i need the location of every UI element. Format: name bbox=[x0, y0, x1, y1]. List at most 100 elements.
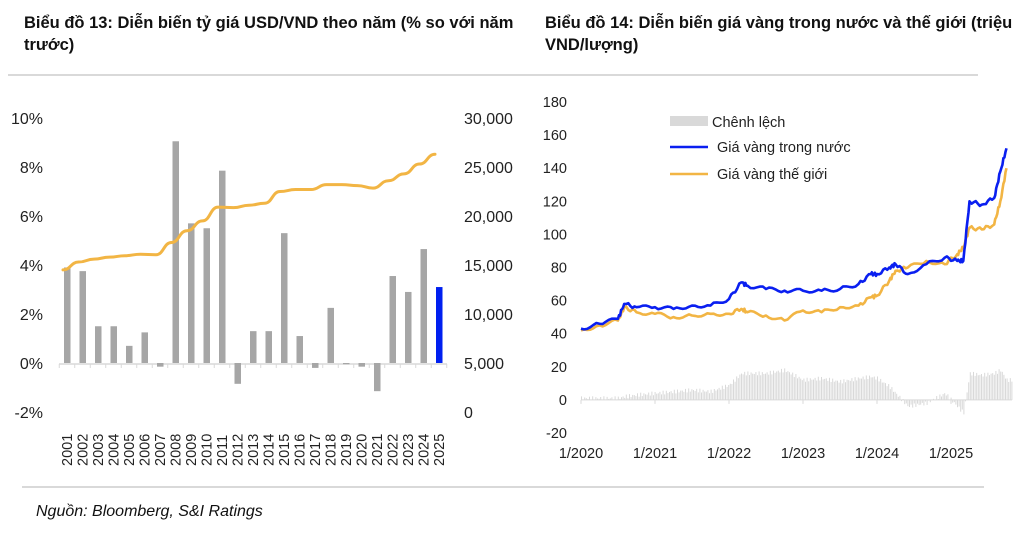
chart14-spread-bar bbox=[990, 373, 992, 400]
chart14-spread-bar bbox=[1003, 374, 1005, 400]
chart14-spread-bar bbox=[747, 371, 749, 400]
chart14-spread-bar bbox=[989, 375, 990, 400]
chart13-bar-2015 bbox=[281, 233, 288, 363]
chart14-spread-bar bbox=[592, 396, 594, 400]
chart14-spread-bar bbox=[717, 389, 718, 400]
chart13-right-tick-label: 30,000 bbox=[464, 111, 513, 128]
chart14-spread-bar bbox=[621, 397, 622, 400]
chart14-spread-bar bbox=[667, 393, 669, 400]
chart14-spread-bar bbox=[750, 372, 752, 400]
chart13-bar-2025 bbox=[436, 287, 443, 363]
chart14-spread-bar bbox=[979, 374, 981, 400]
chart14-title: Biểu đồ 14: Diễn biến giá vàng trong nướ… bbox=[545, 14, 1013, 54]
chart14-spread-bar bbox=[715, 390, 717, 400]
chart13-bar-2003 bbox=[95, 326, 102, 363]
chart14-spread-bar bbox=[915, 399, 917, 407]
chart14-spread-bar bbox=[645, 394, 646, 400]
chart14-spread-bar bbox=[709, 393, 710, 400]
chart14-spread-bar bbox=[830, 381, 832, 400]
chart13-bar-2021 bbox=[374, 363, 381, 392]
chart14-spread-bar bbox=[801, 380, 803, 400]
chart14-spread-bar bbox=[776, 371, 778, 400]
chart14-spread-bar bbox=[793, 377, 795, 400]
chart14-spread-bar bbox=[933, 398, 934, 400]
chart14-spread-bar bbox=[875, 379, 877, 400]
chart14-spread-bar bbox=[859, 378, 861, 400]
chart14-y-tick-label: 20 bbox=[551, 360, 567, 376]
chart14-spread-bar bbox=[720, 389, 722, 400]
chart14-spread-bar bbox=[697, 392, 699, 400]
chart13-bar-2014 bbox=[265, 331, 272, 363]
chart14-spread-bar bbox=[945, 395, 947, 400]
chart14-spread-bar bbox=[640, 392, 642, 400]
chart14-spread-bar bbox=[835, 380, 837, 400]
chart14-spread-bar bbox=[899, 395, 901, 400]
chart14-x-labels: 1/2020 1/2021 1/2022 1/2023 1/2024 1/2025 bbox=[559, 446, 973, 462]
chart14-spread-bar bbox=[619, 398, 621, 400]
chart14-spread-bar bbox=[654, 392, 656, 400]
chart14-spread-bar bbox=[749, 375, 750, 400]
chart14-spread-bar bbox=[841, 383, 843, 400]
chart14-spread-bar bbox=[595, 397, 597, 400]
chart14-spread-bar bbox=[867, 379, 869, 400]
chart14-spread-bar bbox=[987, 372, 989, 400]
chart13-left-tick-label: 10% bbox=[11, 111, 43, 128]
chart14-spread-bar bbox=[643, 393, 645, 400]
chart14-spread-bar bbox=[641, 396, 643, 400]
chart14-spread-bar bbox=[689, 391, 691, 400]
chart14-spread-bar bbox=[624, 397, 626, 400]
chart14-spread-bar bbox=[824, 378, 826, 400]
chart14-spread-bar bbox=[827, 380, 829, 400]
chart14-spread-bar bbox=[710, 389, 712, 400]
chart14-spread-bar bbox=[902, 398, 904, 400]
chart14-spread-bar bbox=[736, 376, 738, 400]
chart13-right-tick-label: 15,000 bbox=[464, 258, 513, 275]
divider-chart14 bbox=[530, 74, 978, 76]
legend-world-label: Giá vàng thế giới bbox=[717, 167, 827, 183]
chart14-spread-bar bbox=[685, 388, 686, 400]
chart14-spread-bar bbox=[883, 382, 885, 400]
chart14-spread-bar bbox=[696, 388, 698, 400]
chart14-spread-bar bbox=[771, 374, 773, 400]
chart14-spread-bar bbox=[675, 393, 677, 400]
chart13-bar-2024 bbox=[420, 249, 427, 363]
chart14-spread-bar bbox=[734, 381, 736, 400]
chart14-spread-bar bbox=[985, 376, 987, 400]
chart14-spread-bar bbox=[598, 398, 600, 400]
chart13-x-label: 2001 bbox=[60, 434, 76, 466]
chart14-spread-bar bbox=[856, 380, 858, 400]
chart14-x-axis bbox=[580, 399, 1012, 404]
chart13: 10% 8% 6% 4% 2% 0% -2% 30,000 25,000 20,000 15,00… bbox=[11, 111, 513, 466]
chart14-x-label: 1/2020 bbox=[559, 446, 603, 462]
chart14-spread-bar bbox=[712, 392, 714, 400]
chart14-spread-bar bbox=[766, 372, 768, 400]
chart14-spread-bar bbox=[885, 383, 886, 400]
chart14-spread-bar bbox=[787, 371, 789, 400]
chart14-spread-bar bbox=[905, 399, 907, 404]
chart14-spread-bar bbox=[806, 377, 808, 400]
chart13-x-label: 2005 bbox=[122, 434, 138, 466]
chart14-spread-bar bbox=[633, 395, 635, 400]
chart14-spread-bar bbox=[664, 394, 666, 400]
chart14-spread-bar bbox=[939, 394, 941, 400]
legend-domestic-label: Giá vàng trong nước bbox=[717, 140, 851, 156]
chart14-spread-bar bbox=[910, 399, 912, 405]
chart13-bar-2019 bbox=[343, 363, 350, 365]
chart14-spread-bar bbox=[881, 382, 883, 400]
chart14-spread-bar bbox=[817, 376, 819, 400]
chart14-y-tick-label: 40 bbox=[551, 327, 567, 343]
chart14-spread-bar bbox=[757, 375, 758, 400]
chart14-spread-bar bbox=[889, 389, 891, 400]
chart13-x-label: 2018 bbox=[324, 434, 340, 466]
chart14-spread-bar bbox=[931, 399, 933, 401]
chart14-world-gold-line bbox=[580, 167, 1008, 332]
chart13-line bbox=[61, 152, 437, 272]
chart14-spread-bar bbox=[928, 399, 930, 401]
chart14-spread-bar bbox=[1011, 381, 1013, 400]
chart13-left-tick-label: 2% bbox=[20, 307, 43, 324]
chart14-spread-bar bbox=[705, 391, 707, 400]
chart14-spread-bar bbox=[733, 379, 734, 400]
chart14-spread-bar bbox=[992, 373, 994, 400]
chart13-bar-2013 bbox=[250, 331, 257, 363]
chart13-bar-2011 bbox=[219, 170, 226, 363]
